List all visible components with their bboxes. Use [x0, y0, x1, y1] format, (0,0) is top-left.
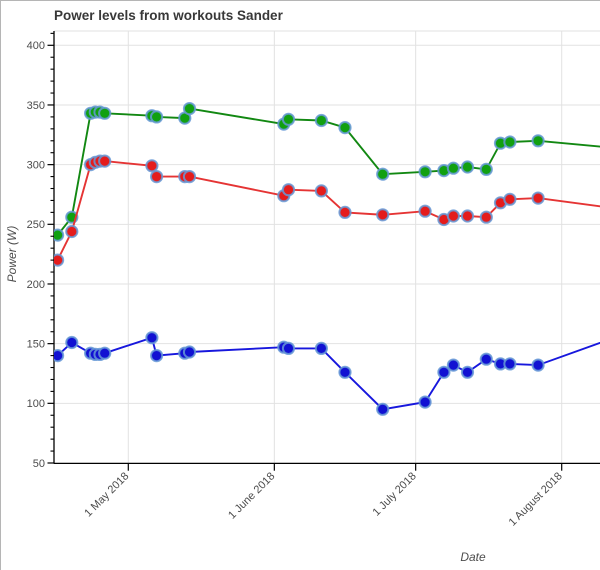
x-tick-label: 1 July 2018: [371, 470, 419, 518]
data-point-red: [503, 192, 517, 206]
data-point-blue: [437, 365, 451, 379]
data-point-red: [65, 224, 79, 239]
data-point-blue: [446, 358, 460, 372]
data-point-red: [182, 170, 197, 184]
data-point-red: [446, 209, 460, 223]
series-line-green: [56, 107, 600, 236]
data-point-green: [281, 112, 296, 126]
data-point-blue: [65, 335, 79, 350]
y-axis-title: Power (W): [5, 226, 19, 283]
chart-title: Power levels from workouts Sander: [54, 8, 284, 23]
data-point-green: [418, 165, 432, 179]
data-point-blue: [503, 357, 517, 371]
y-tick-label: 300: [27, 159, 45, 171]
data-point-blue: [98, 346, 112, 360]
axis-layer: [47, 31, 600, 471]
y-tick-label: 150: [27, 338, 45, 350]
data-point-green: [98, 106, 112, 120]
data-point-red: [281, 183, 296, 197]
data-point-red: [145, 159, 159, 173]
grid-layer: [54, 30, 600, 464]
data-point-green: [54, 228, 65, 242]
data-point-red: [460, 209, 475, 223]
data-point-red: [54, 253, 65, 267]
series-line-red: [56, 160, 600, 261]
data-point-blue: [376, 402, 390, 416]
data-point-red: [314, 184, 328, 198]
data-point-green: [150, 110, 164, 124]
data-point-green: [479, 162, 493, 176]
data-point-blue: [460, 365, 475, 379]
data-point-blue: [145, 331, 159, 345]
data-point-blue: [531, 358, 545, 372]
data-point-green: [376, 167, 390, 181]
data-point-blue: [182, 345, 197, 359]
y-tick-label: 250: [27, 219, 45, 231]
data-point-blue: [338, 365, 352, 379]
data-point-green: [182, 102, 197, 116]
data-point-red: [531, 191, 545, 205]
series-layer: [54, 102, 600, 416]
data-point-red: [479, 210, 493, 224]
series-line-blue: [56, 336, 600, 411]
data-point-green: [531, 134, 545, 148]
data-point-red: [98, 154, 112, 168]
data-point-red: [338, 205, 352, 219]
x-tick-label: 1 August 2018: [507, 470, 565, 528]
data-point-green: [446, 161, 460, 175]
data-point-blue: [418, 395, 432, 409]
y-tick-label: 200: [27, 279, 45, 291]
data-point-green: [314, 113, 328, 128]
data-point-blue: [314, 341, 328, 355]
data-point-green: [503, 135, 517, 149]
x-tick-label: 1 June 2018: [226, 470, 277, 521]
data-point-green: [460, 160, 475, 174]
data-point-red: [376, 208, 390, 222]
data-point-blue: [479, 352, 493, 366]
y-tick-label: 350: [27, 100, 45, 112]
y-tick-label: 100: [27, 398, 45, 410]
x-axis-title: Date: [460, 550, 486, 564]
data-point-blue: [281, 341, 296, 355]
data-point-blue: [150, 349, 164, 363]
y-tick-label: 400: [27, 40, 45, 52]
data-point-blue: [54, 349, 65, 363]
x-tick-label: 1 May 2018: [82, 470, 131, 519]
data-point-green: [338, 121, 352, 135]
y-tick-label: 50: [33, 458, 45, 470]
data-point-red: [150, 170, 164, 184]
data-point-red: [418, 204, 432, 218]
